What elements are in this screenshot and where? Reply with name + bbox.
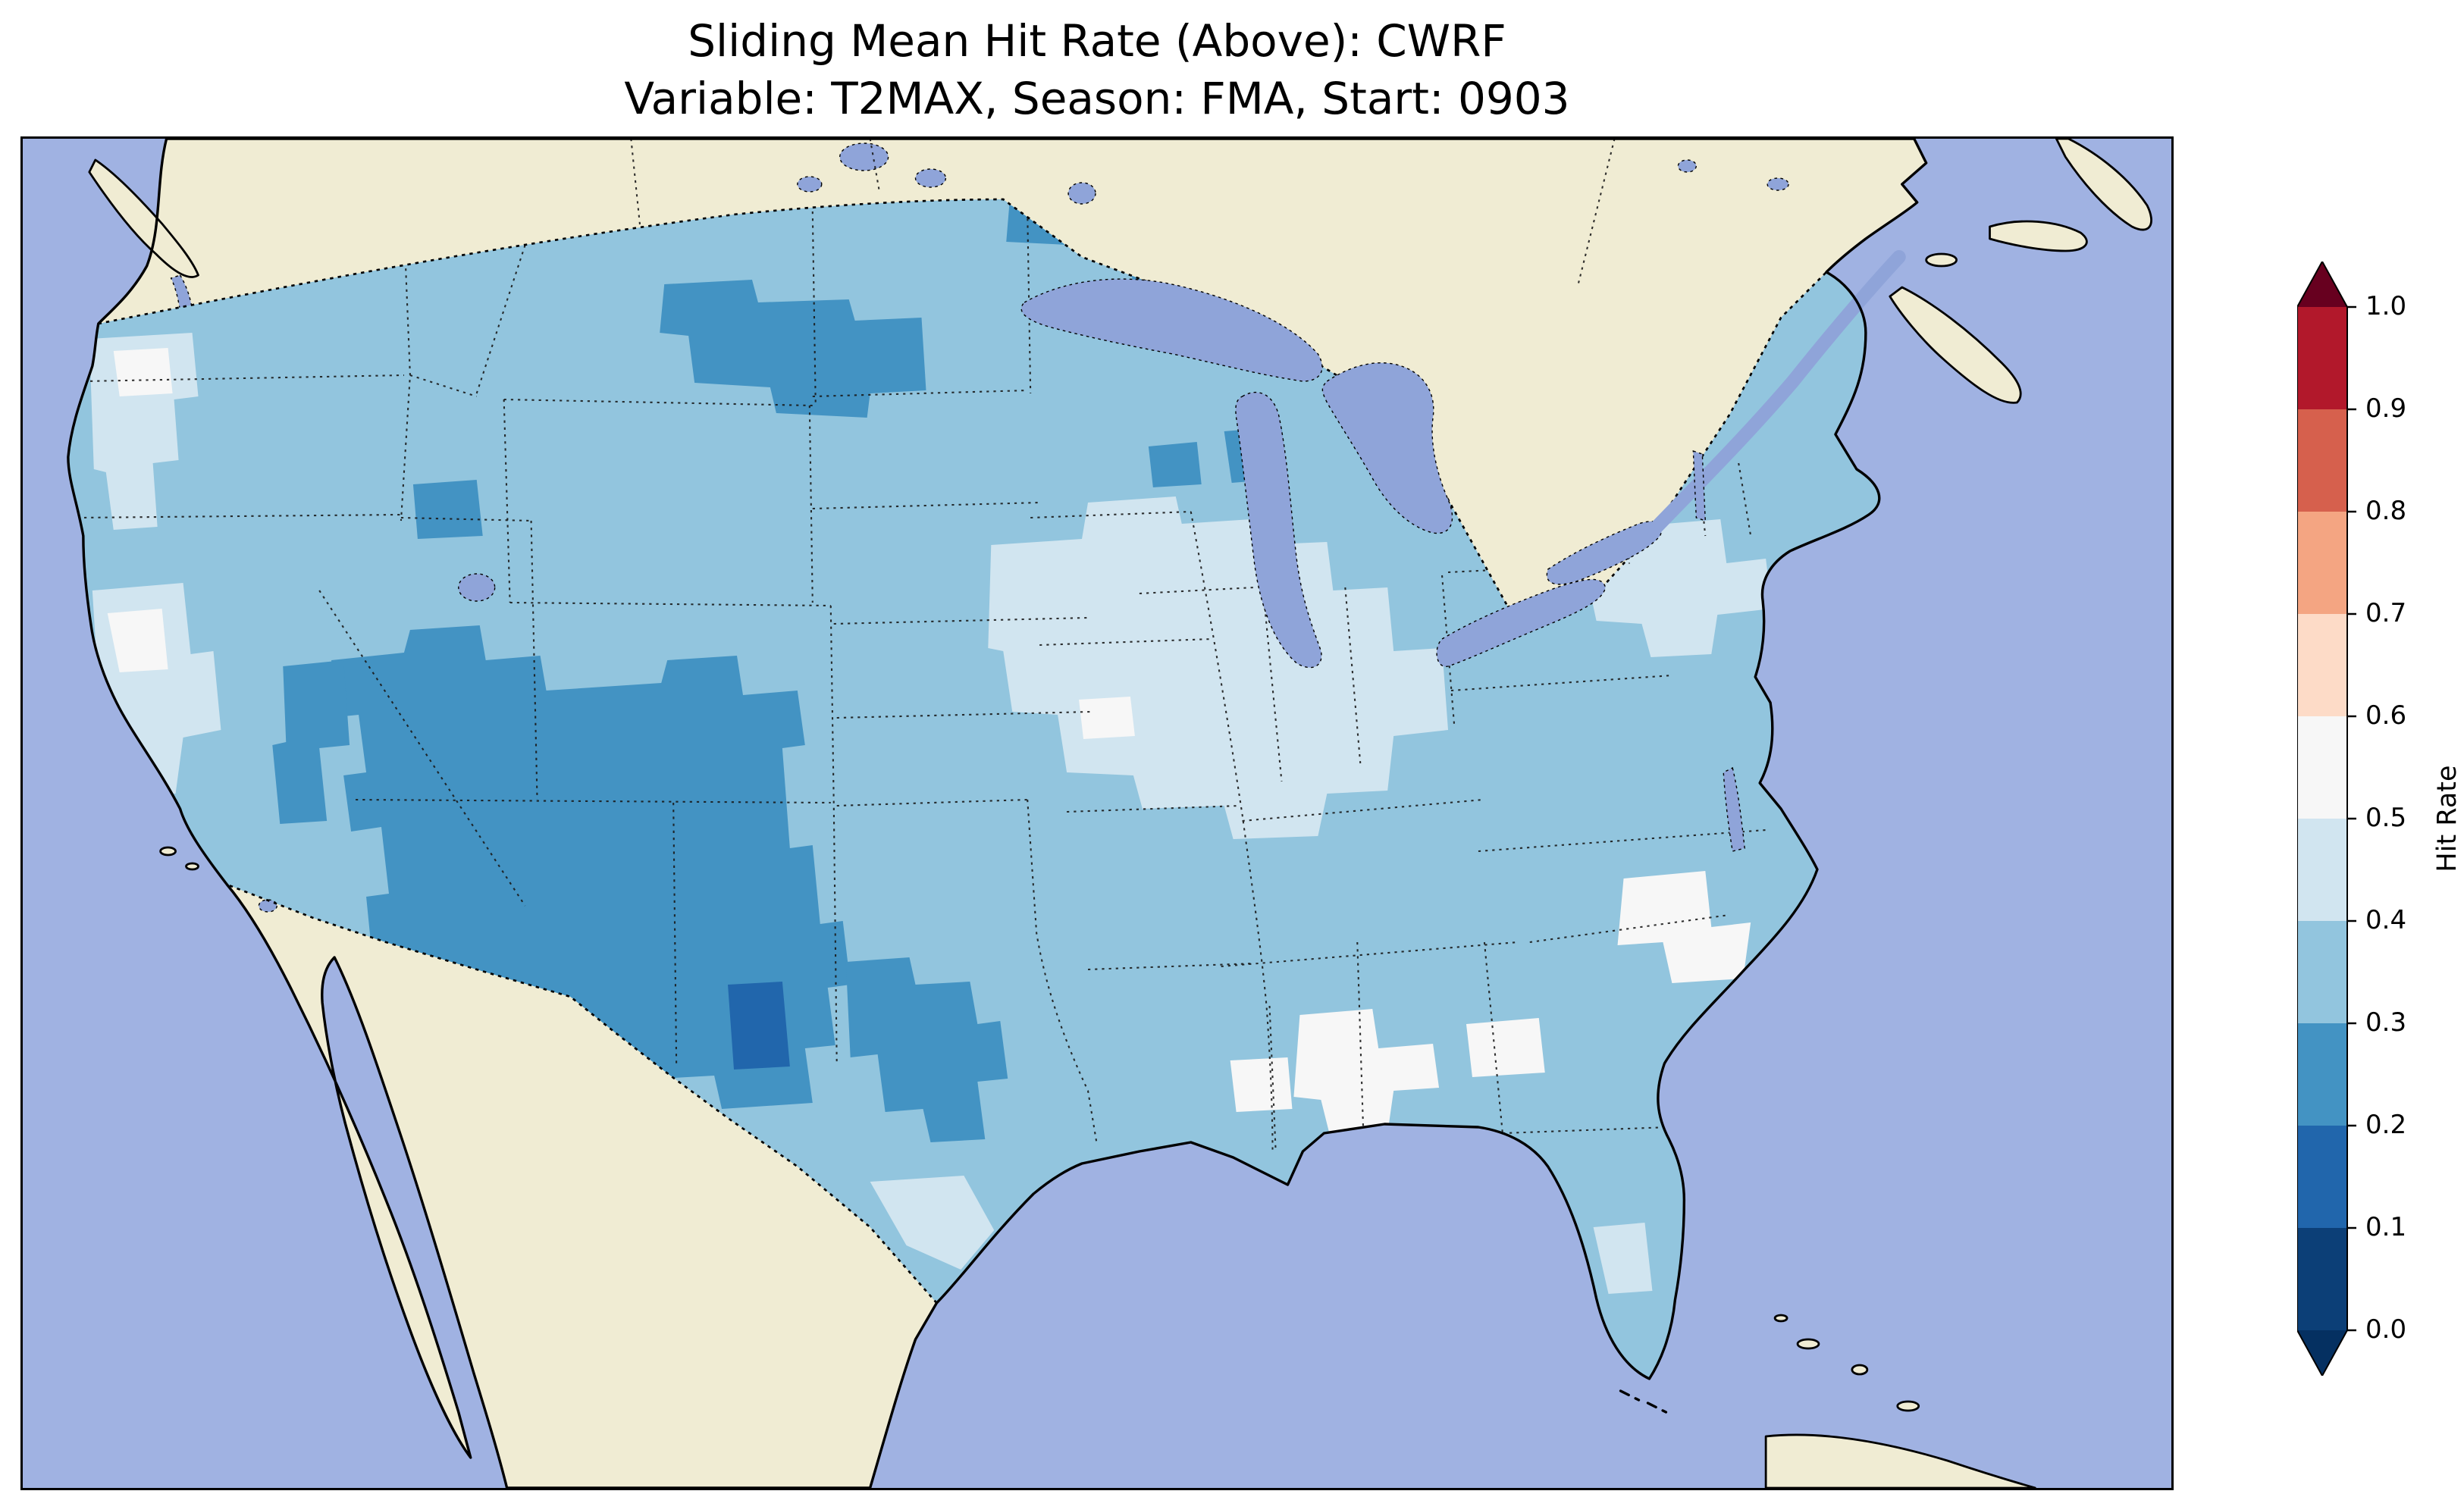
colorbar-tick-label: 0.9	[2365, 393, 2407, 424]
chart-title-line2: Variable: T2MAX, Season: FMA, Start: 090…	[624, 73, 1570, 124]
lake-winnipeg	[839, 143, 889, 171]
lake-superior	[1020, 278, 1323, 382]
hitrate-patch-midwest	[988, 496, 1449, 839]
hitrate-patch-midwest-white	[1079, 697, 1135, 739]
newfoundland	[2055, 139, 2152, 231]
colorbar-tick-label: 0.7	[2365, 598, 2407, 628]
chart-title-line1: Sliding Mean Hit Rate (Above): CWRF	[688, 15, 1506, 67]
canadian-lake	[914, 168, 947, 188]
vancouver-island	[88, 158, 199, 278]
state-borders	[77, 211, 1766, 1152]
hitrate-patch-south-texas	[870, 1176, 995, 1270]
prince-edward-island	[1925, 252, 1958, 268]
hitrate-patch-new-mexico-core	[728, 982, 790, 1070]
international-borders	[98, 198, 1827, 1304]
colorbar-segment-0.1-0.2	[2297, 1126, 2347, 1228]
colorbar-segment-0.2-0.3	[2297, 1023, 2347, 1126]
hitrate-patch-wisconsin	[1148, 442, 1202, 487]
colorbar-label: Hit Rate	[2432, 765, 2462, 872]
channel-island	[159, 846, 177, 857]
lake-erie	[1436, 578, 1607, 667]
hitrate-patch-central-florida	[1593, 1223, 1653, 1294]
chesapeake-bay	[1723, 766, 1745, 852]
colorbar-tick-label: 1.0	[2365, 291, 2407, 321]
hitrate-patch-mississippi-alabama	[1293, 1009, 1440, 1136]
hitrate-patch-louisiana	[1230, 1057, 1293, 1112]
hitrate-patch-georgia	[1466, 1018, 1545, 1077]
colorbar-segment-0.4-0.5	[2297, 819, 2347, 921]
lake-champlain	[1692, 450, 1707, 521]
salton-sea	[258, 899, 277, 913]
us-canada-border	[98, 198, 1827, 618]
colorbar-segment-0.5-0.6	[2297, 716, 2347, 819]
colorbar-segment-0.0-0.1	[2297, 1228, 2347, 1330]
nova-scotia	[1889, 286, 2022, 404]
hitrate-patch-central-california	[107, 609, 168, 672]
canadian-lake	[1766, 177, 1789, 191]
bahamas-island	[1796, 1338, 1820, 1350]
canadian-lake	[1677, 159, 1698, 173]
colorbar-ticks: 1.0 0.9 0.8 0.7 0.6 0.5 0.4 0.3 0.2 0.1 0.0	[2365, 262, 2441, 1376]
islands	[88, 139, 2152, 1488]
canada-province-borders	[630, 139, 1616, 285]
lake-huron	[1321, 362, 1453, 534]
colorbar-tick-label: 0.4	[2365, 905, 2407, 935]
lake-ontario	[1546, 521, 1663, 585]
great-lakes	[1020, 250, 1906, 852]
colorbar-tick-label: 0.0	[2365, 1314, 2407, 1345]
hitrate-patch-montana-dakotas	[660, 280, 926, 418]
colorbar-tick-label: 0.5	[2365, 803, 2407, 833]
bahamas-island	[1896, 1400, 1920, 1412]
hitrate-patch-nevada-arm	[272, 660, 350, 824]
hitrate-patch-idaho	[412, 480, 483, 539]
colorbar-bar	[2297, 262, 2356, 1376]
colorbar-segment-0.6-0.7	[2297, 614, 2347, 716]
great-salt-lake	[458, 573, 496, 602]
colorbar-segment-0.3-0.4	[2297, 921, 2347, 1023]
colorbar-tick-label: 0.1	[2365, 1212, 2407, 1242]
colorbar-tick-label: 0.6	[2365, 700, 2407, 731]
colorbar-segment-0.7-0.8	[2297, 512, 2347, 614]
colorbar-segment-0.9-1.0	[2297, 307, 2347, 409]
map-panel	[20, 136, 2174, 1490]
chart-title: Sliding Mean Hit Rate (Above): CWRF Vari…	[20, 12, 2174, 127]
channel-island	[185, 862, 199, 871]
hitrate-patch-carolinas	[1617, 871, 1751, 983]
colorbar-tick-label: 0.2	[2365, 1110, 2407, 1140]
hitrate-patch-pnw-white	[113, 348, 173, 396]
hitrate-patch-oklahoma-texas	[845, 957, 1008, 1142]
lake-michigan	[1235, 391, 1322, 669]
colorbar-extend-below	[2297, 1330, 2347, 1376]
bahamas-island	[1773, 1314, 1788, 1323]
colorbar-extend-above	[2297, 262, 2347, 307]
florida-keys	[1619, 1389, 1668, 1414]
anticosti-island	[1989, 220, 2088, 252]
bahamas-island	[1851, 1364, 1869, 1376]
map-svg	[23, 139, 2171, 1488]
canadian-lake	[797, 176, 823, 193]
lake-nipigon	[1067, 182, 1096, 205]
cuba	[1764, 1433, 2036, 1488]
colorbar-tick-label: 0.3	[2365, 1007, 2407, 1038]
colorbar-tick-label: 0.8	[2365, 496, 2407, 526]
colorbar-segment-0.8-0.9	[2297, 409, 2347, 512]
